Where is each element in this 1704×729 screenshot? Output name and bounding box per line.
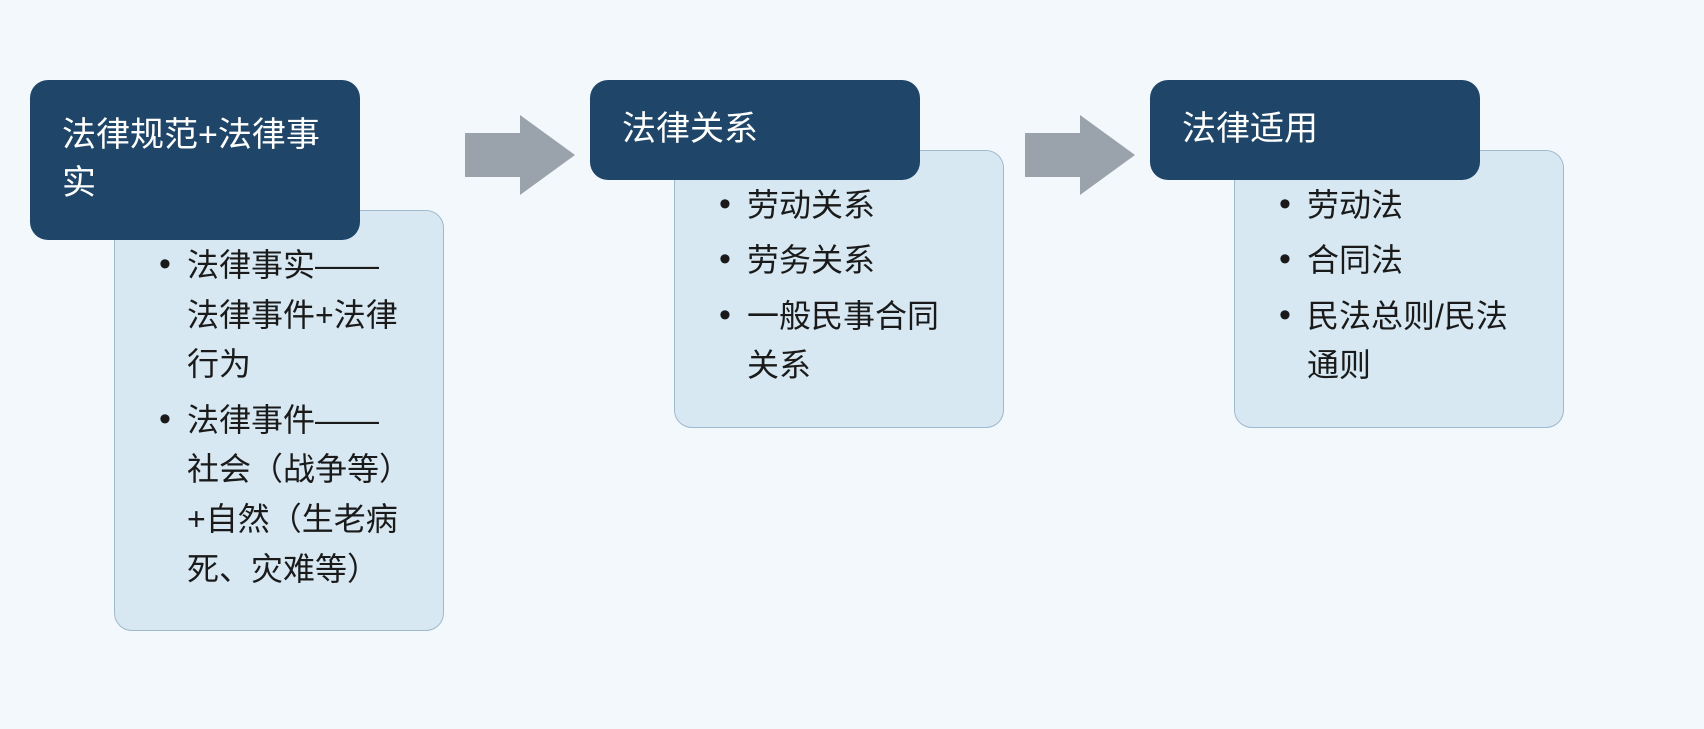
list-item: 法律事件——社会（战争等）+自然（生老病死、灾难等） <box>159 396 407 594</box>
block-list-2: 劳动关系 劳务关系 一般民事合同关系 <box>719 181 967 391</box>
block-list-3: 劳动法 合同法 民法总则/民法通则 <box>1279 181 1527 391</box>
arrow-right-icon <box>1025 115 1135 195</box>
flow-block-2: 法律关系 劳动关系 劳务关系 一般民事合同关系 <box>590 80 1010 428</box>
block-header-1: 法律规范+法律事实 <box>30 80 360 240</box>
list-item: 合同法 <box>1279 236 1527 286</box>
block-detail-3: 劳动法 合同法 民法总则/民法通则 <box>1234 150 1564 428</box>
block-detail-2: 劳动关系 劳务关系 一般民事合同关系 <box>674 150 1004 428</box>
list-item: 一般民事合同关系 <box>719 292 967 391</box>
arrow-right-icon <box>465 115 575 195</box>
block-header-2: 法律关系 <box>590 80 920 180</box>
flow-block-1: 法律规范+法律事实 法律事实——法律事件+法律行为 法律事件——社会（战争等）+… <box>30 80 450 631</box>
block-title-3: 法律适用 <box>1182 106 1318 154</box>
block-title-2: 法律关系 <box>622 106 758 154</box>
arrow-1 <box>450 115 590 195</box>
arrow-2 <box>1010 115 1150 195</box>
block-detail-1: 法律事实——法律事件+法律行为 法律事件——社会（战争等）+自然（生老病死、灾难… <box>114 210 444 631</box>
list-item: 劳动关系 <box>719 181 967 231</box>
block-title-1: 法律规范+法律事实 <box>62 112 328 207</box>
flow-block-3: 法律适用 劳动法 合同法 民法总则/民法通则 <box>1150 80 1570 428</box>
list-item: 劳动法 <box>1279 181 1527 231</box>
list-item: 民法总则/民法通则 <box>1279 292 1527 391</box>
list-item: 法律事实——法律事件+法律行为 <box>159 241 407 390</box>
block-header-3: 法律适用 <box>1150 80 1480 180</box>
flowchart-container: 法律规范+法律事实 法律事实——法律事件+法律行为 法律事件——社会（战争等）+… <box>30 80 1570 631</box>
block-list-1: 法律事实——法律事件+法律行为 法律事件——社会（战争等）+自然（生老病死、灾难… <box>159 241 407 594</box>
list-item: 劳务关系 <box>719 236 967 286</box>
